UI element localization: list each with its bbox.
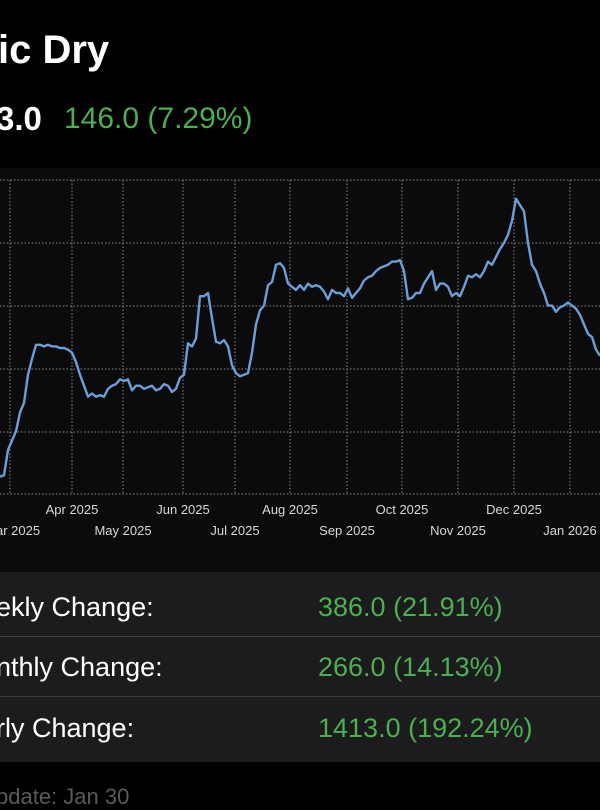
price-chart[interactable]: Apr 2025 Jun 2025 Aug 2025 Oct 2025 Dec 2025… (0, 168, 600, 572)
x-tick-label: May 2025 (94, 523, 151, 538)
yearly-change-label: rly Change: (0, 713, 135, 743)
price-change: 146.0 (7.29%) (64, 102, 253, 135)
x-tick-label: Apr 2025 (46, 502, 99, 517)
chart-svg: Apr 2025 Jun 2025 Aug 2025 Oct 2025 Dec 2025… (0, 179, 600, 538)
x-tick-label: Nov 2025 (430, 523, 486, 538)
x-tick-label: Sep 2025 (319, 523, 375, 538)
weekly-change-row: ekly Change: 386.0 (21.91%) (0, 576, 600, 637)
page-title: ic Dry (0, 28, 110, 72)
x-tick-label: Dec 2025 (486, 502, 542, 517)
x-tick-label: ar 2025 (0, 523, 40, 538)
chart-x-axis: Apr 2025 Jun 2025 Aug 2025 Oct 2025 Dec 2025… (0, 502, 597, 538)
x-tick-label: Jun 2025 (156, 502, 210, 517)
yearly-change-value: 1413.0 (192.24%) (318, 713, 533, 743)
x-tick-label: Jul 2025 (210, 523, 259, 538)
series-line (0, 197, 600, 478)
current-price: 3.0 (0, 100, 42, 137)
weekly-change-value: 386.0 (21.91%) (318, 592, 503, 622)
last-update-text: pdate: Jan 30 (0, 784, 130, 809)
x-tick-label: Jan 2026 (543, 523, 597, 538)
x-tick-label: Oct 2025 (376, 502, 429, 517)
weekly-change-label: ekly Change: (0, 592, 154, 622)
change-stats-panel: ekly Change: 386.0 (21.91%) nthly Change… (0, 572, 600, 762)
chart-series (0, 197, 600, 478)
monthly-change-row: nthly Change: 266.0 (14.13%) (0, 636, 600, 697)
monthly-change-value: 266.0 (14.13%) (318, 652, 503, 682)
x-tick-label: Aug 2025 (262, 502, 318, 517)
yearly-change-row: rly Change: 1413.0 (192.24%) (0, 697, 600, 757)
monthly-change-label: nthly Change: (0, 652, 163, 682)
